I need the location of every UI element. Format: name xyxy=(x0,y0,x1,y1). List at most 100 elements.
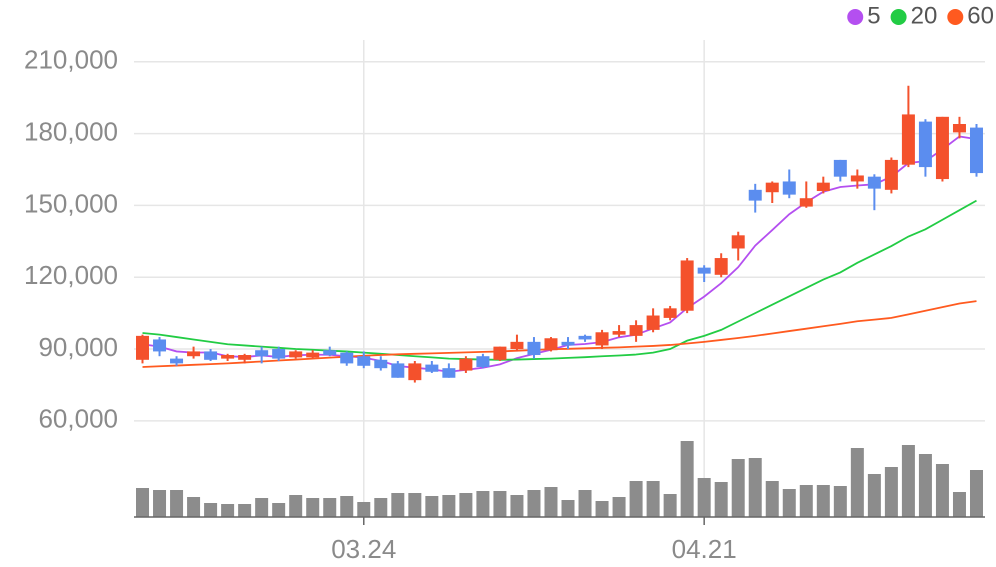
volume-bar xyxy=(527,490,541,517)
volume-bar xyxy=(935,464,949,517)
y-tick-label: 150,000 xyxy=(24,188,118,218)
candle-body xyxy=(442,368,456,378)
volume-bar xyxy=(272,503,286,517)
volume-bar xyxy=(901,445,915,517)
candle-body xyxy=(646,315,660,330)
volume-bar xyxy=(238,504,252,517)
volume-bar xyxy=(714,482,728,517)
candle-body xyxy=(629,325,643,336)
axes: 60,000 90,000 120,000 150,000 180,000 210,000… xyxy=(24,45,985,564)
candle-body xyxy=(136,335,150,360)
candle-body xyxy=(850,175,864,182)
candle-body xyxy=(612,331,626,335)
candle-body xyxy=(680,260,694,311)
volume-bar xyxy=(510,495,524,517)
volume-bar xyxy=(799,485,813,517)
candle-body xyxy=(816,182,830,192)
volume-bar xyxy=(187,497,201,517)
candle-body xyxy=(867,176,881,189)
candle-body xyxy=(255,350,269,357)
volume-bar xyxy=(136,488,150,517)
volume-bar xyxy=(918,454,932,517)
candle-body xyxy=(510,341,524,350)
candle-body xyxy=(748,189,762,201)
x-tick-label: 03.24 xyxy=(331,534,396,564)
volume-bar xyxy=(289,495,303,517)
grid xyxy=(134,40,985,517)
volume-bar xyxy=(204,503,218,517)
volume-bar xyxy=(255,498,269,517)
legend-marker xyxy=(847,9,864,25)
volume-bar xyxy=(748,458,762,517)
volume-bar xyxy=(374,498,388,517)
volume-bar xyxy=(867,474,881,517)
volume-bar xyxy=(153,490,167,517)
candle-body xyxy=(782,181,796,195)
volume-bar xyxy=(459,493,473,517)
candle-body xyxy=(765,182,779,193)
volume-bar xyxy=(629,481,643,517)
volume-bar xyxy=(493,491,507,517)
candle-body xyxy=(306,352,320,358)
candle-body xyxy=(561,341,575,346)
candle-body xyxy=(799,198,813,207)
volume-bar xyxy=(765,481,779,517)
candle-body xyxy=(476,356,490,367)
legend-marker xyxy=(890,9,907,25)
volume-bar xyxy=(357,502,371,517)
volume-bar xyxy=(697,478,711,517)
candle-body xyxy=(272,349,286,359)
candle-body xyxy=(493,346,507,360)
volume-bar xyxy=(442,495,456,517)
candle-body xyxy=(544,338,558,351)
legend: 60 20 5 xyxy=(847,2,994,29)
candle-body xyxy=(595,332,609,346)
volume-bar xyxy=(323,498,337,517)
candle-body xyxy=(204,351,218,360)
candle-body xyxy=(340,352,354,364)
candle-body xyxy=(833,159,847,177)
volume-bar xyxy=(816,485,830,517)
candle-body xyxy=(952,124,966,133)
candle-body xyxy=(663,308,677,318)
candle-body xyxy=(408,363,422,381)
candle-body xyxy=(578,335,592,340)
y-tick-label: 120,000 xyxy=(24,260,118,290)
candle-body xyxy=(527,341,541,356)
volume-bar xyxy=(833,486,847,517)
candle-body xyxy=(425,364,439,372)
candle-body xyxy=(935,116,949,180)
volume-bar xyxy=(408,493,422,517)
legend-label: 60 xyxy=(967,2,994,29)
volume-bar xyxy=(391,493,405,517)
volume-bar xyxy=(884,467,898,517)
legend-marker xyxy=(947,9,964,25)
volume-bar xyxy=(612,497,626,517)
candle-body xyxy=(731,235,745,249)
volume-bar xyxy=(170,490,184,517)
volume-bar xyxy=(969,470,983,517)
volume-bar xyxy=(646,481,660,517)
candle-body xyxy=(221,355,235,359)
volume-bar xyxy=(850,448,864,517)
candle-body xyxy=(374,359,388,369)
volume-bar xyxy=(578,490,592,517)
volume-bar xyxy=(595,501,609,517)
candle-body xyxy=(918,121,932,168)
candles xyxy=(136,85,983,383)
candle-body xyxy=(153,339,167,352)
candle-body xyxy=(714,258,728,275)
legend-label: 20 xyxy=(911,2,938,29)
candle-body xyxy=(323,350,337,356)
y-tick-label: 60,000 xyxy=(38,404,118,434)
volume-bar xyxy=(544,487,558,517)
volume-bar xyxy=(306,498,320,517)
volume-bar xyxy=(561,500,575,517)
volume-bar xyxy=(782,489,796,517)
y-tick-label: 180,000 xyxy=(24,116,118,146)
candle-body xyxy=(901,114,915,165)
legend-label: 5 xyxy=(867,2,880,29)
volume-area xyxy=(136,441,983,517)
volume-bar xyxy=(663,494,677,517)
